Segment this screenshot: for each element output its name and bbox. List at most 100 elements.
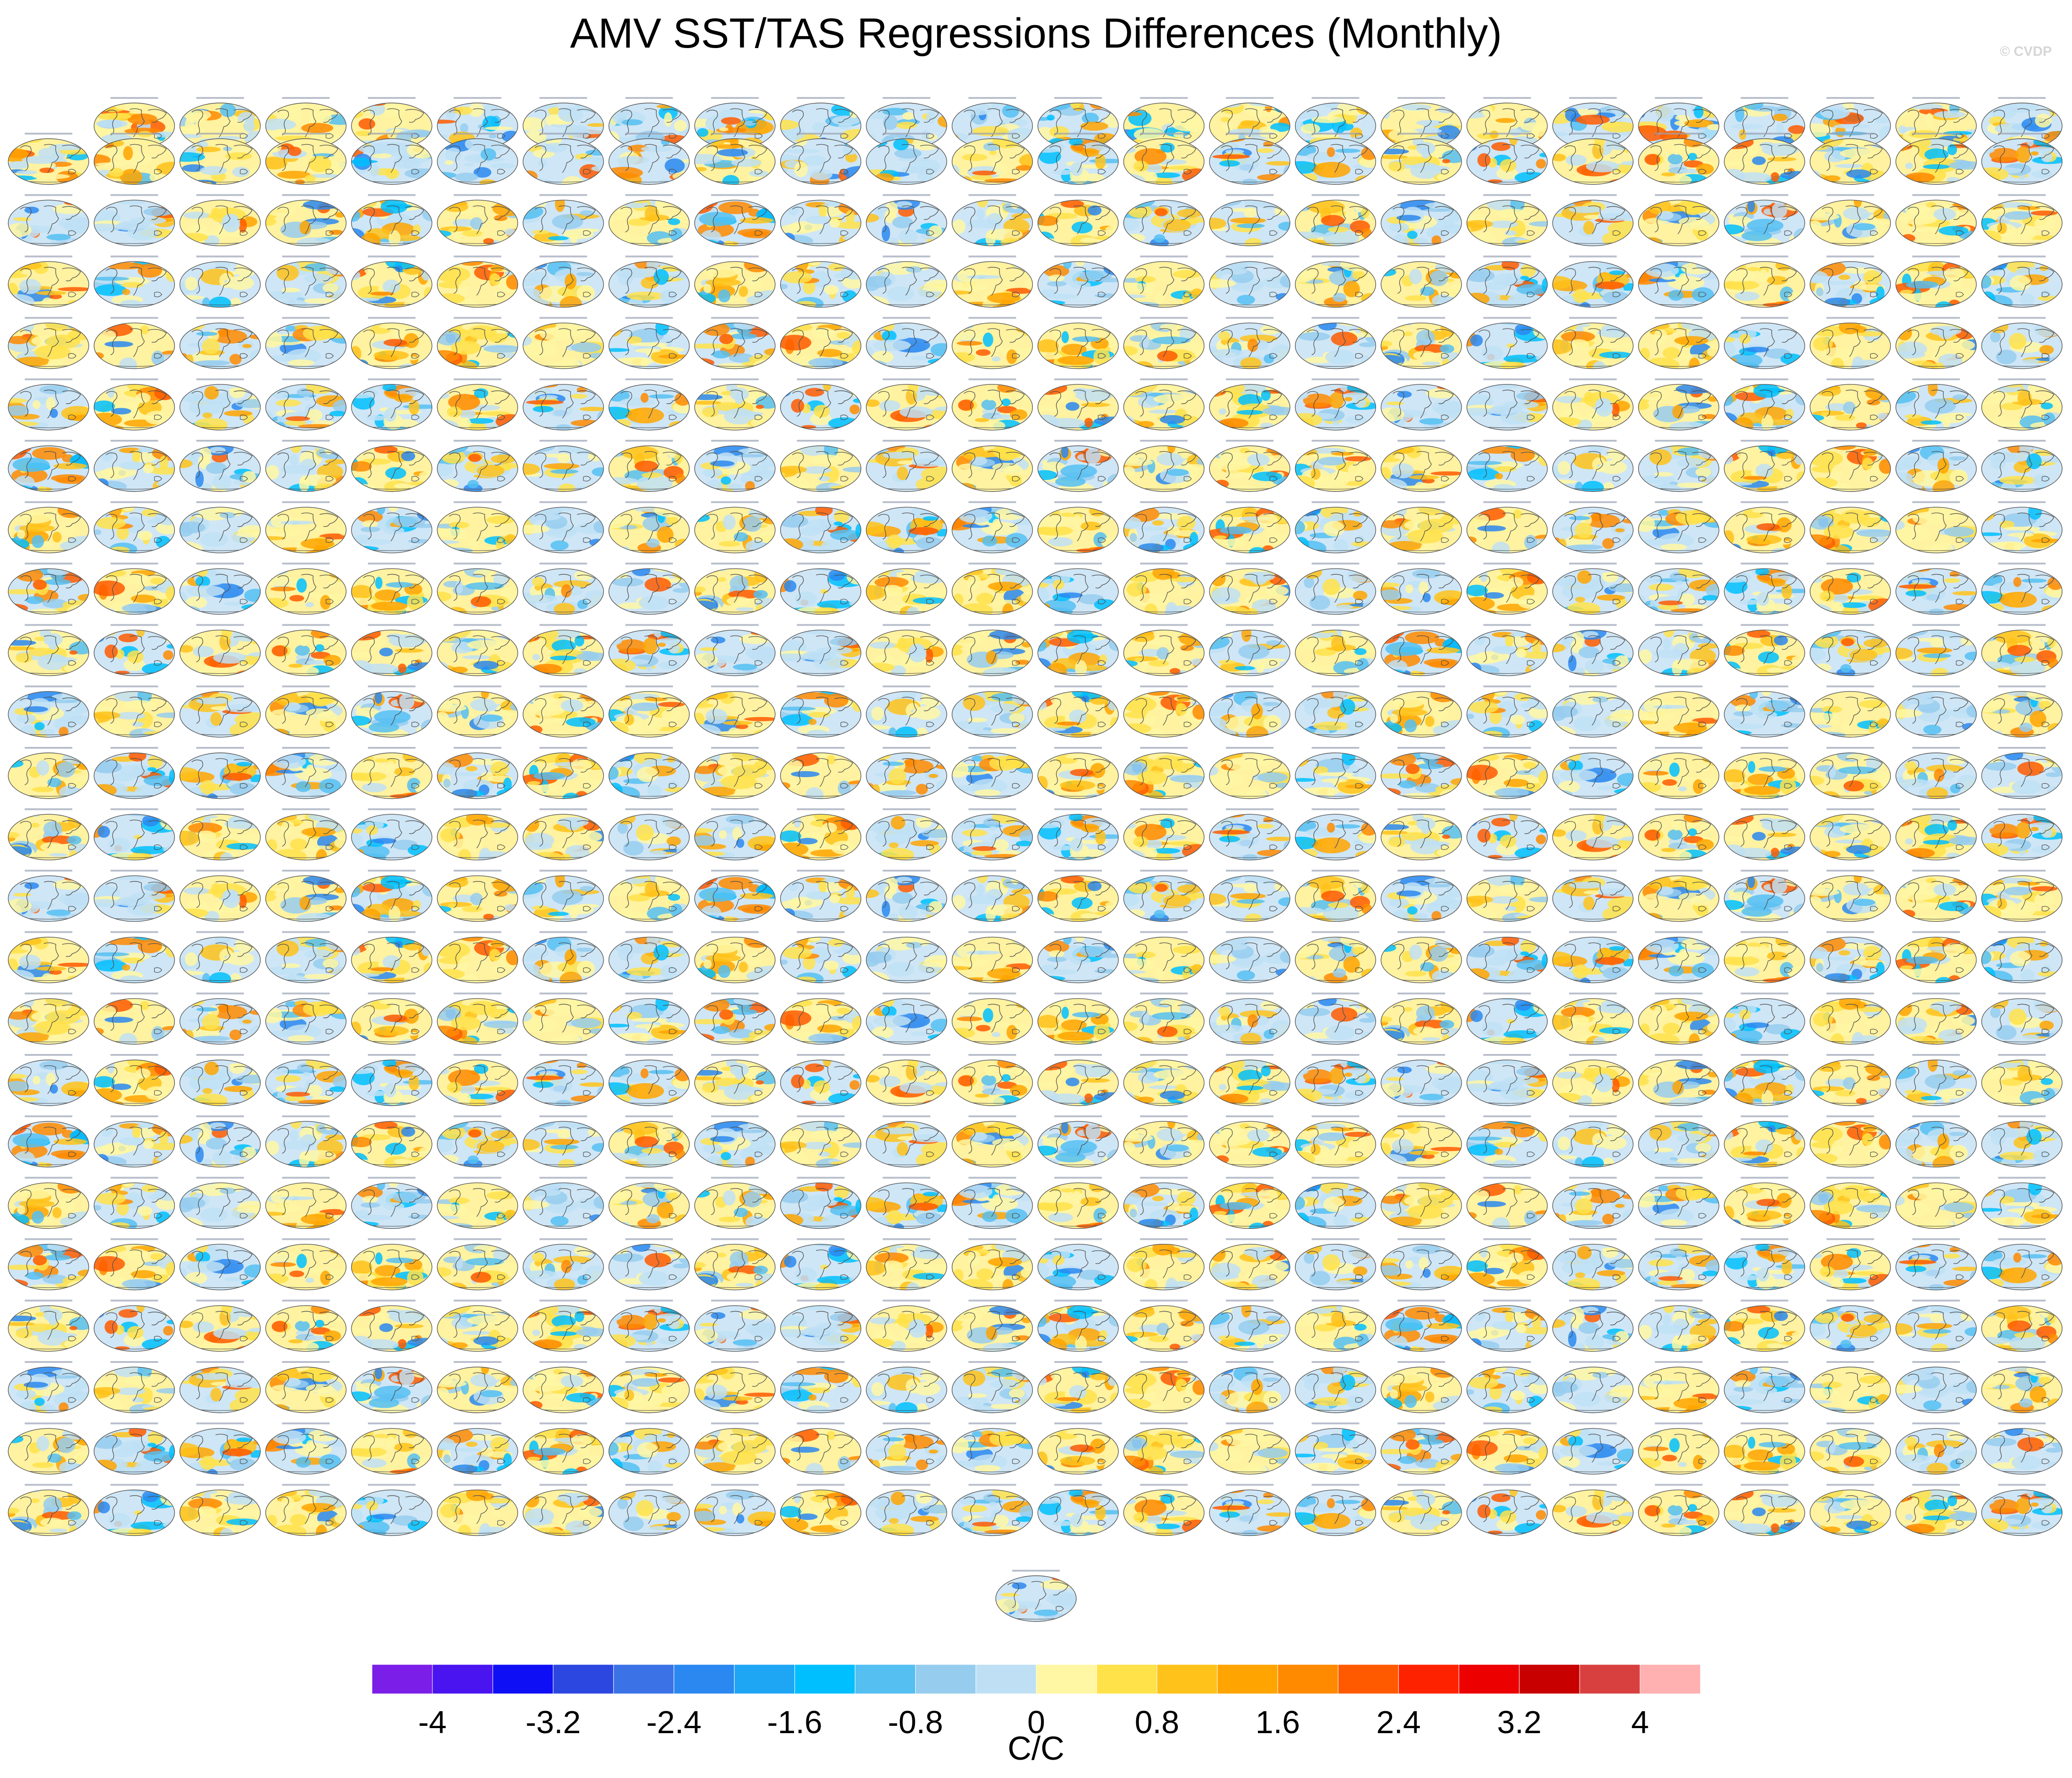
map-panel bbox=[1809, 870, 1891, 922]
map-panel bbox=[1895, 133, 1977, 185]
map-panel bbox=[1466, 931, 1548, 984]
map-panel bbox=[780, 870, 862, 922]
map-panel bbox=[1724, 440, 1805, 492]
map-panel bbox=[1466, 992, 1548, 1045]
map-panel bbox=[1123, 624, 1205, 676]
map-panel bbox=[1981, 685, 2063, 738]
map-panel bbox=[1981, 194, 2063, 246]
map-panel bbox=[1295, 317, 1376, 369]
map-panel bbox=[694, 1299, 776, 1352]
map-panel bbox=[1209, 992, 1290, 1045]
map-panel bbox=[1381, 808, 1462, 860]
map-panel bbox=[1981, 133, 2063, 185]
map-panel bbox=[1981, 931, 2063, 984]
colorbar-box bbox=[1640, 1664, 1701, 1694]
map-panel bbox=[1724, 685, 1805, 738]
map-panel bbox=[8, 255, 89, 308]
map-panel bbox=[1381, 1177, 1462, 1229]
map-panel bbox=[951, 562, 1033, 615]
map-panel bbox=[8, 624, 89, 676]
map-panel bbox=[1895, 992, 1977, 1045]
map-panel bbox=[1466, 1238, 1548, 1291]
map-panel bbox=[351, 317, 432, 369]
map-panel bbox=[694, 808, 776, 860]
colorbar-tick-label: -2.4 bbox=[646, 1704, 701, 1740]
map-panel bbox=[8, 1422, 89, 1475]
map-panel bbox=[694, 1422, 776, 1475]
map-panel bbox=[1895, 1361, 1977, 1413]
map-panel bbox=[1552, 1177, 1634, 1229]
map-panel bbox=[1638, 931, 1720, 984]
map-panel bbox=[437, 1177, 518, 1229]
map-panel bbox=[1466, 255, 1548, 308]
figure-title: AMV SST/TAS Regressions Differences (Mon… bbox=[570, 10, 1502, 57]
map-panel bbox=[780, 931, 862, 984]
map-panel bbox=[93, 1361, 175, 1413]
map-panel bbox=[951, 1361, 1033, 1413]
map-panel bbox=[437, 440, 518, 492]
map-panel bbox=[8, 317, 89, 369]
map-panel bbox=[265, 870, 347, 922]
map-panel bbox=[951, 378, 1033, 431]
map-panel bbox=[1809, 992, 1891, 1045]
map-panel bbox=[1209, 194, 1290, 246]
map-panel bbox=[1381, 1054, 1462, 1106]
map-panel bbox=[265, 440, 347, 492]
map-panel bbox=[608, 931, 690, 984]
map-panel bbox=[1981, 317, 2063, 369]
map-panel bbox=[437, 255, 518, 308]
map-panel bbox=[608, 1054, 690, 1106]
map-panel bbox=[1466, 501, 1548, 553]
map-panel bbox=[1981, 1422, 2063, 1475]
map-panel bbox=[437, 992, 518, 1045]
colorbar-tick-label: 1.6 bbox=[1256, 1704, 1300, 1740]
map-panel bbox=[1638, 501, 1720, 553]
map-panel bbox=[1466, 1361, 1548, 1413]
map-panel bbox=[1552, 1299, 1634, 1352]
map-panel bbox=[93, 992, 175, 1045]
map-panel bbox=[780, 1484, 862, 1536]
colorbar-tick-label: -3.2 bbox=[526, 1704, 581, 1740]
map-panel bbox=[1638, 1299, 1720, 1352]
map-panel bbox=[951, 1422, 1033, 1475]
map-panel bbox=[265, 378, 347, 431]
map-panel bbox=[866, 1115, 947, 1167]
map-panel bbox=[1895, 1299, 1977, 1352]
map-panel bbox=[694, 870, 776, 922]
colorbar-box bbox=[674, 1664, 735, 1694]
map-panel bbox=[1724, 501, 1805, 553]
map-panel bbox=[1295, 1422, 1376, 1475]
map-panel bbox=[1123, 194, 1205, 246]
map-panel bbox=[1638, 378, 1720, 431]
map-panel bbox=[1724, 992, 1805, 1045]
map-panel bbox=[523, 931, 604, 984]
map-panel bbox=[179, 378, 261, 431]
map-panel bbox=[866, 747, 947, 799]
map-panel bbox=[780, 808, 862, 860]
map-panel bbox=[351, 133, 432, 185]
map-panel bbox=[523, 440, 604, 492]
map-panel bbox=[608, 624, 690, 676]
map-panel bbox=[1209, 1054, 1290, 1106]
map-panel bbox=[437, 317, 518, 369]
map-panel bbox=[1209, 501, 1290, 553]
map-panel bbox=[694, 255, 776, 308]
map-panel bbox=[694, 931, 776, 984]
colorbar-box bbox=[1156, 1664, 1218, 1694]
map-panel bbox=[1724, 624, 1805, 676]
map-panel bbox=[1809, 501, 1891, 553]
map-panel bbox=[1209, 685, 1290, 738]
map-panel bbox=[8, 1361, 89, 1413]
map-panel bbox=[1552, 685, 1634, 738]
map-panel bbox=[1209, 1422, 1290, 1475]
map-panel bbox=[265, 562, 347, 615]
map-panel bbox=[780, 317, 862, 369]
map-panel bbox=[1295, 133, 1376, 185]
map-panel bbox=[1638, 133, 1720, 185]
map-panel bbox=[1724, 1422, 1805, 1475]
map-panel bbox=[1895, 931, 1977, 984]
map-panel bbox=[351, 870, 432, 922]
map-panel bbox=[1381, 378, 1462, 431]
map-panel bbox=[1466, 1422, 1548, 1475]
map-panel bbox=[951, 194, 1033, 246]
